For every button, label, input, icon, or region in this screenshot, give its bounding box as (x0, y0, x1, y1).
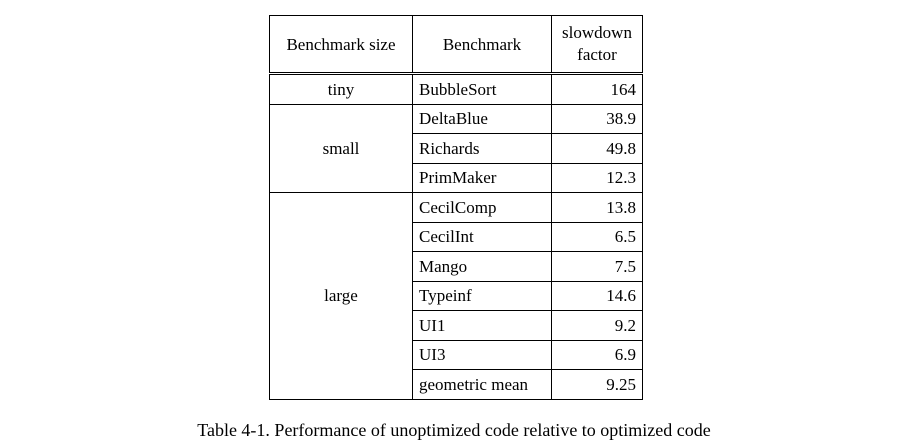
table-row: large CecilComp 13.8 (269, 192, 643, 400)
benchmark-name-geometric-mean: geometric mean (412, 369, 552, 400)
benchmark-name: Mango (412, 251, 552, 282)
slowdown-factor: 12.3 (551, 162, 643, 193)
benchmark-name: UI1 (412, 310, 552, 341)
header-benchmark: Benchmark (412, 15, 552, 74)
slowdown-factor: 13.8 (551, 192, 643, 223)
slowdown-factor: 14.6 (551, 280, 643, 311)
table-row: small DeltaBlue 38.9 (269, 103, 643, 193)
table-row: tiny BubbleSort 164 (269, 73, 643, 105)
benchmark-name: CecilComp (412, 192, 552, 223)
benchmark-name: DeltaBlue (412, 103, 552, 134)
group-size-small: small (269, 103, 413, 193)
slowdown-factor: 9.2 (551, 310, 643, 341)
table-row: CecilInt 6.5 (270, 221, 643, 252)
table-row: Richards 49.8 (270, 133, 643, 164)
benchmark-name: UI3 (412, 339, 552, 370)
table-row: UI1 9.2 (270, 310, 643, 341)
header-slowdown-factor: slowdown factor (551, 15, 643, 74)
slowdown-factor: 164 (551, 73, 643, 105)
benchmark-name: PrimMaker (412, 162, 552, 193)
benchmark-name: CecilInt (412, 221, 552, 252)
table-row: geometric mean 9.25 (270, 369, 643, 400)
slowdown-factor: 6.5 (551, 221, 643, 252)
header-benchmark-size: Benchmark size (269, 15, 413, 74)
table-row: UI3 6.9 (270, 339, 643, 370)
slowdown-factor: 49.8 (551, 133, 643, 164)
group-size-large: large (269, 192, 413, 400)
group-size-tiny: tiny (269, 73, 413, 105)
benchmark-name: Typeinf (412, 280, 552, 311)
table-caption: Table 4-1. Performance of unoptimized co… (197, 420, 711, 440)
benchmark-table-container: Benchmark size Benchmark slowdown factor… (269, 15, 643, 400)
header-row: Benchmark size Benchmark slowdown factor (269, 15, 643, 74)
slowdown-factor: 7.5 (551, 251, 643, 282)
benchmark-name: BubbleSort (412, 73, 552, 105)
benchmark-table: Benchmark size Benchmark slowdown factor… (269, 15, 643, 400)
table-row: Typeinf 14.6 (270, 280, 643, 311)
header-factor-line1: slowdown (562, 23, 632, 42)
slowdown-factor: 6.9 (551, 339, 643, 370)
slowdown-factor: 38.9 (551, 103, 643, 134)
slowdown-factor-geometric-mean: 9.25 (551, 369, 643, 400)
table-row: PrimMaker 12.3 (270, 162, 643, 193)
header-factor-line2: factor (577, 45, 617, 64)
table-row: Mango 7.5 (270, 251, 643, 282)
benchmark-name: Richards (412, 133, 552, 164)
